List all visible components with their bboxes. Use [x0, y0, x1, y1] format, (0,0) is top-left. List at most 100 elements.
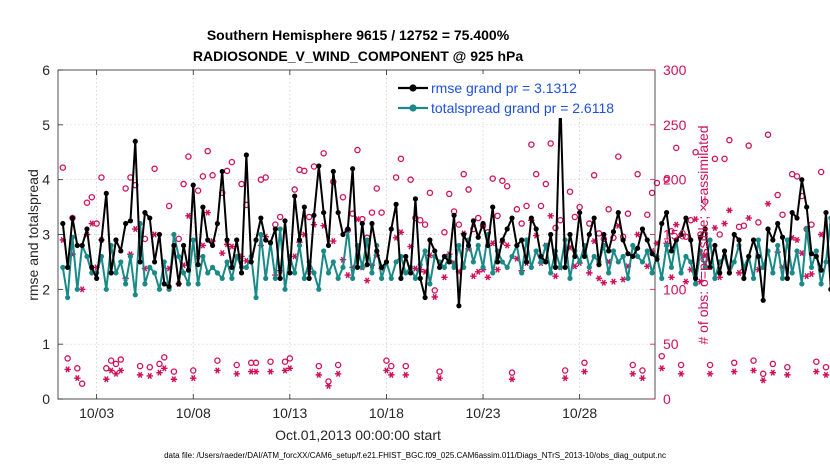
y-tick-label: 3 [42, 227, 50, 243]
chart-subtitle: RADIOSONDE_V_WIND_COMPONENT @ 925 hPa [193, 48, 523, 64]
y-tick-label: 1 [42, 336, 50, 352]
obs-assimilated-point [146, 372, 153, 380]
totalspread-point [683, 253, 689, 260]
obs-assimilated-point [508, 376, 516, 383]
rmse-point [577, 209, 583, 216]
totalspread-point [180, 270, 187, 276]
obs-possible-point [740, 222, 748, 229]
rmse-point [712, 242, 718, 249]
totalspread-point [639, 259, 646, 265]
totalspread-point [321, 248, 327, 254]
rmse-point [654, 256, 660, 262]
obs-possible-point [817, 168, 825, 176]
plot-series [59, 94, 830, 389]
totalspread-point [750, 275, 757, 281]
obs-possible-point [677, 361, 685, 369]
obs-assimilated-point [494, 266, 501, 273]
rmse-point [606, 248, 612, 254]
obs-possible-point [581, 359, 588, 367]
rmse-point [432, 248, 438, 254]
obs-possible-point [566, 188, 574, 195]
obs-assimilated-point [726, 207, 733, 214]
y-tick-label: 5 [42, 117, 50, 133]
obs-assimilated-point [74, 375, 81, 382]
totalspread-point [277, 226, 283, 232]
obs-assimilated-point [769, 369, 777, 376]
rmse-point [277, 275, 283, 281]
rmse-point [586, 231, 592, 238]
rmse-point [292, 193, 298, 199]
obs-assimilated-point [644, 263, 651, 270]
totalspread-point [813, 248, 819, 254]
obs-possible-point [368, 209, 376, 216]
obs-possible-point [112, 360, 120, 368]
obs-possible-point [392, 174, 400, 181]
obs-possible-point [325, 378, 332, 385]
rmse-point [784, 275, 790, 281]
rmse-point [79, 242, 85, 249]
y-right-tick-label: 100 [663, 281, 687, 297]
rmse-point [103, 190, 109, 196]
rmse-point [799, 177, 805, 183]
rmse-point [388, 226, 394, 232]
totalspread-point [364, 237, 370, 243]
totalspread-point [606, 270, 612, 276]
rmse-point [635, 245, 641, 251]
totalspread-point [301, 275, 307, 281]
rmse-point [369, 220, 375, 227]
obs-possible-point [441, 229, 448, 236]
rmse-point [765, 226, 771, 232]
obs-possible-point [474, 214, 482, 222]
obs-possible-point [291, 186, 298, 193]
totalspread-point [538, 259, 544, 265]
rmse-point [731, 231, 737, 238]
footnote-data-file: data file: /Users/raeder/DAI/ATM_forcXX/… [164, 451, 666, 460]
rmse-point [673, 237, 679, 243]
rmse-point [243, 152, 249, 158]
obs-possible-point [513, 206, 521, 213]
obs-possible-point [199, 173, 207, 180]
obs-assimilated-point [793, 236, 801, 244]
rmse-point [94, 275, 100, 281]
totalspread-point [789, 270, 795, 276]
obs-possible-point [305, 213, 313, 221]
totalspread-point [205, 270, 211, 276]
obs-possible-point [122, 185, 129, 192]
obs-assimilated-point [503, 242, 511, 249]
totalspread-point [615, 259, 621, 265]
totalspread-point [620, 253, 626, 260]
obs-possible-point [185, 153, 192, 160]
rmse-point [156, 231, 163, 238]
totalspread-point [504, 264, 510, 270]
rmse-point [393, 201, 399, 207]
rmse-point [465, 242, 472, 249]
obs-assimilated-point [190, 375, 197, 382]
obs-possible-point [59, 164, 67, 171]
obs-possible-point [769, 360, 777, 368]
rmse-point [229, 264, 235, 270]
obs-possible-point [692, 148, 699, 156]
obs-assimilated-point [199, 242, 207, 249]
rmse-point [741, 275, 747, 281]
obs-possible-point [74, 365, 81, 372]
rmse-point [108, 270, 114, 276]
obs-possible-point [339, 193, 347, 201]
y-right-tick-label: 250 [663, 117, 687, 133]
totalspread-point [470, 259, 476, 265]
totalspread-point [340, 264, 346, 270]
rmse-point [238, 270, 245, 276]
totalspread-point [635, 253, 641, 260]
y-right-tick-label: 300 [663, 62, 687, 78]
totalspread-point [591, 253, 597, 260]
rmse-point [350, 166, 356, 172]
obs-possible-point [648, 189, 656, 197]
totalspread-point [132, 292, 138, 298]
rmse-point [499, 237, 505, 243]
x-tick-label: 10/18 [369, 405, 404, 421]
obs-possible-point [658, 352, 666, 360]
obs-possible-point [774, 191, 781, 199]
totalspread-point [65, 294, 71, 301]
totalspread-point [152, 270, 158, 276]
totalspread-point [441, 264, 448, 270]
y-tick-label: 0 [42, 391, 50, 407]
